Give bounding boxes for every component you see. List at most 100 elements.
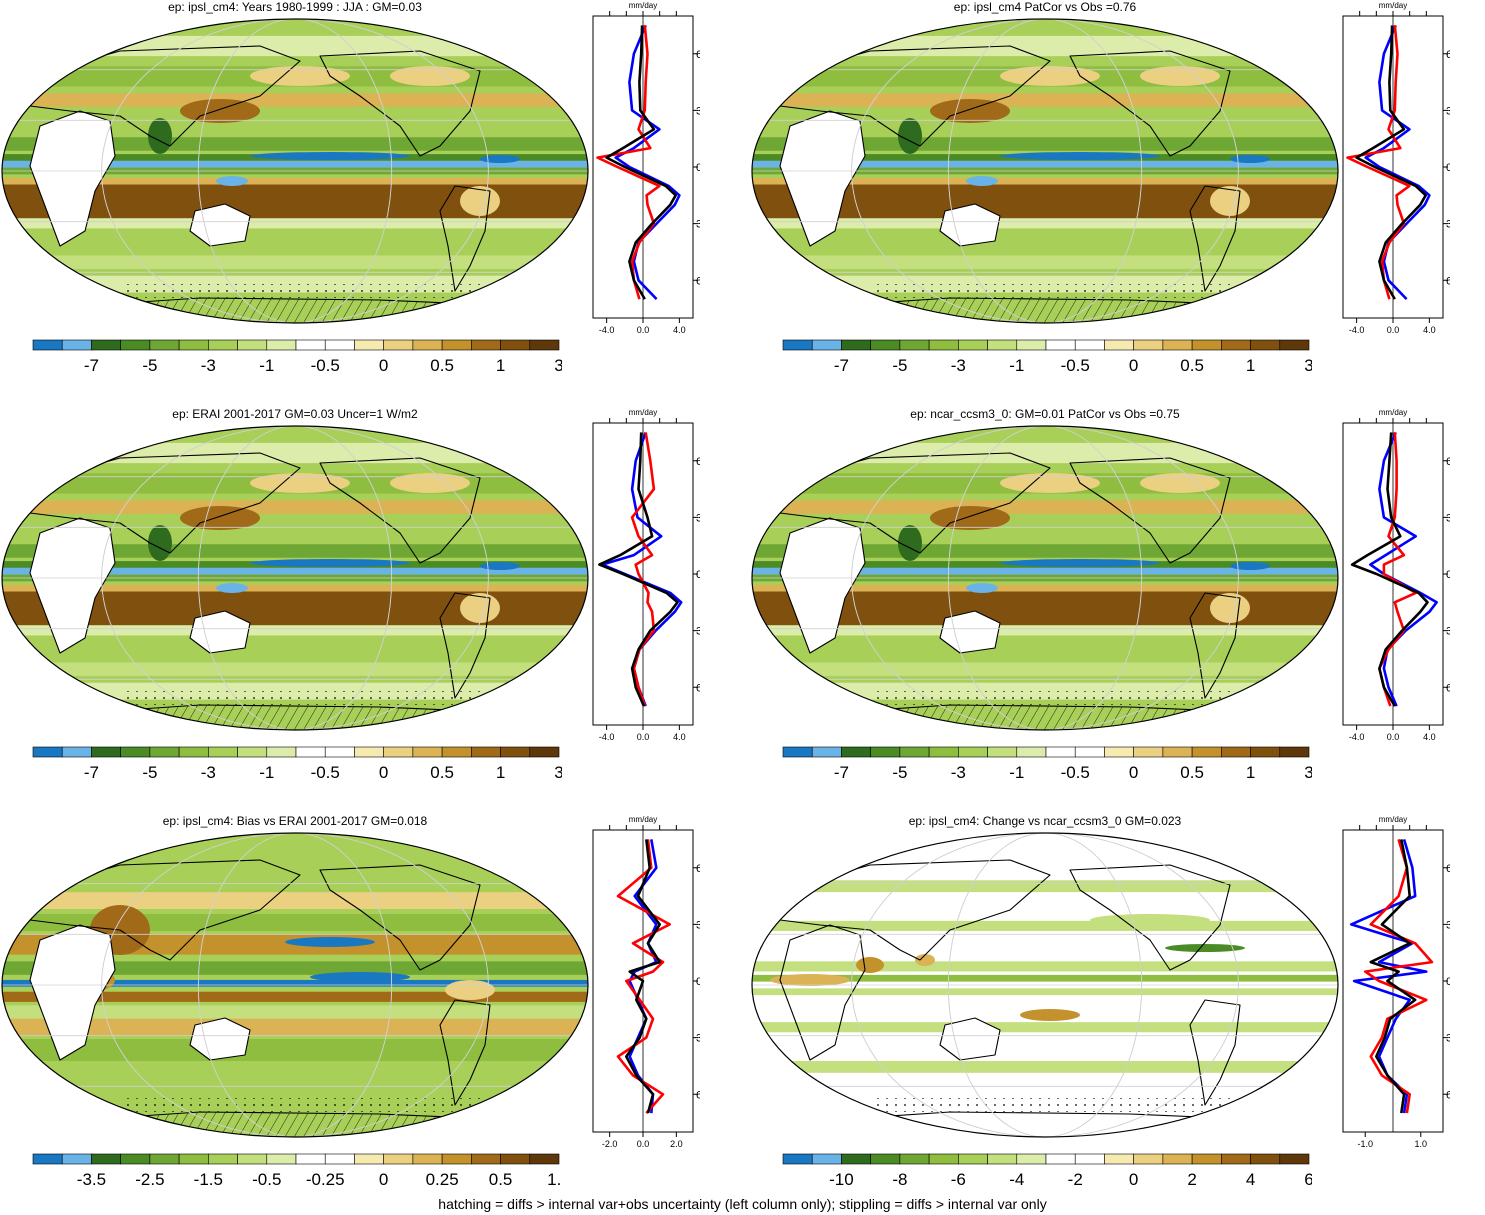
precip-feature [250, 473, 350, 493]
colorbar-tick-label: -2 [1068, 1170, 1083, 1189]
zonal-x-tick-label: 4.0 [673, 325, 686, 335]
eurasia-outline [29, 45, 301, 147]
precip-band [2, 255, 588, 269]
colorbar-swatch [1104, 1153, 1134, 1165]
precip-feature [480, 155, 520, 163]
zonal-x-tick-label: 0.0 [637, 325, 650, 335]
precip-feature [915, 954, 935, 966]
zonal-mean-plot: mm/day -4.0 0.0 4.0 60N 30N 0 30S 60S [592, 1, 700, 335]
zonal-x-tick-label: 0.0 [637, 1139, 650, 1149]
precip-band [752, 93, 1338, 107]
colorbar-swatch [208, 339, 238, 351]
precip-feature [250, 152, 410, 160]
colorbar-tick-label: 4 [1246, 1170, 1255, 1189]
colorbar-tick-label: -5 [142, 356, 157, 375]
zonal-x-tick-label: -4.0 [599, 325, 615, 335]
zonal-lat-label: 30N [1446, 919, 1450, 931]
colorbar-swatch [1191, 746, 1222, 758]
precip-band [752, 255, 1338, 269]
map [1, 832, 589, 1138]
colorbar-swatch [178, 746, 209, 758]
colorbar-swatch [1279, 339, 1310, 351]
colorbar-swatch [266, 746, 297, 758]
colorbar-tick-label: -6 [951, 1170, 966, 1189]
precip-feature [1230, 562, 1270, 570]
colorbar-swatch [782, 746, 813, 758]
north-america-outline [319, 50, 481, 157]
colorbar-tick-label: 0 [1129, 1170, 1138, 1189]
colorbar-swatch [237, 746, 268, 758]
precip-band [2, 584, 588, 592]
zonal-x-tick-label: 2.0 [670, 1139, 683, 1149]
colorbar-tick-label: 3 [1304, 356, 1312, 375]
colorbar-tick-label: -2.5 [135, 1170, 164, 1189]
longitude-gridline [851, 19, 1239, 323]
precip-feature [898, 525, 922, 561]
colorbar-swatch [32, 1153, 63, 1165]
precip-feature [966, 583, 998, 593]
colorbar-tick-label: -5 [142, 763, 157, 782]
precip-band [752, 988, 1338, 996]
precip-feature [1140, 66, 1220, 86]
zonal-x-tick-label: -1.0 [1357, 1139, 1373, 1149]
precip-band [752, 662, 1338, 676]
precip-band [752, 113, 1338, 131]
colorbar-swatch [354, 1153, 384, 1165]
colorbar-tick-label: -1.5 [194, 1170, 223, 1189]
colorbar-swatch [1162, 1153, 1193, 1165]
zonal-units-label: mm/day [629, 1, 657, 10]
precip-band [752, 625, 1338, 636]
colorbar-swatch [441, 1153, 472, 1165]
precip-band [2, 177, 588, 185]
zonal-lat-label: 30S [696, 219, 700, 231]
africa-outline [779, 924, 866, 1061]
zonal-x-tick-label: 0.0 [1387, 325, 1400, 335]
colorbar-tick-label: 0.5 [489, 1170, 513, 1189]
colorbar-swatch [149, 339, 180, 351]
precip-band [752, 961, 1338, 972]
longitude-gridline [947, 833, 1143, 1137]
precip-band [752, 520, 1338, 538]
precip-band [752, 920, 1338, 931]
colorbar-tick-label: -3 [951, 356, 966, 375]
model-zonal-line [598, 432, 679, 707]
colorbar-tick-label: 3 [1304, 763, 1312, 782]
map [751, 832, 1339, 1138]
precip-band [2, 500, 588, 514]
precip-feature [180, 506, 260, 530]
model-zonal-line [605, 25, 677, 300]
longitude-gridline [197, 19, 393, 323]
colorbar-swatch [237, 1153, 268, 1165]
colorbar-swatch [1221, 746, 1251, 758]
colorbar-swatch [1016, 339, 1047, 351]
south-america-outline [439, 999, 491, 1106]
colorbar-swatch [529, 746, 560, 758]
south-america-outline [439, 185, 491, 292]
colorbar: -7-5-3-1-0.500.51357 [782, 746, 1312, 782]
colorbar-swatch [987, 339, 1018, 351]
colorbar-tick-label: 1 [496, 763, 505, 782]
australia-outline [189, 1017, 251, 1061]
colorbar-swatch [529, 339, 560, 351]
precip-feature [1165, 944, 1245, 952]
south-america-outline [1189, 592, 1241, 699]
zonal-lat-label: 60N [696, 49, 700, 61]
precip-feature [148, 525, 172, 561]
africa-outline [29, 924, 116, 1061]
longitude-gridline [851, 833, 1239, 1137]
precip-feature [898, 118, 922, 154]
colorbar-tick-label: -1 [259, 763, 274, 782]
colorbar-swatch [91, 746, 121, 758]
colorbar-swatch [987, 746, 1018, 758]
panel-ncar-ccsm3: ep: ncar_ccsm3_0: GM=0.01 PatCor vs Obs … [750, 407, 1450, 799]
colorbar: -7-5-3-1-0.500.51357 [32, 746, 562, 782]
zonal-lat-label: 30S [696, 1033, 700, 1045]
zonal-mean-plot: mm/day -4.0 0.0 4.0 60N 30N 0 30S 60S [1342, 408, 1450, 742]
map-frame [751, 18, 1339, 324]
colorbar-tick-label: -7 [84, 356, 99, 375]
map-title: ep: ipsl_cm4: Change vs ncar_ccsm3_0 GM=… [908, 814, 1182, 828]
colorbar-swatch [529, 1153, 560, 1165]
colorbar-tick-label: 0 [379, 1170, 388, 1189]
zonal-lat-label: 30N [696, 512, 700, 524]
